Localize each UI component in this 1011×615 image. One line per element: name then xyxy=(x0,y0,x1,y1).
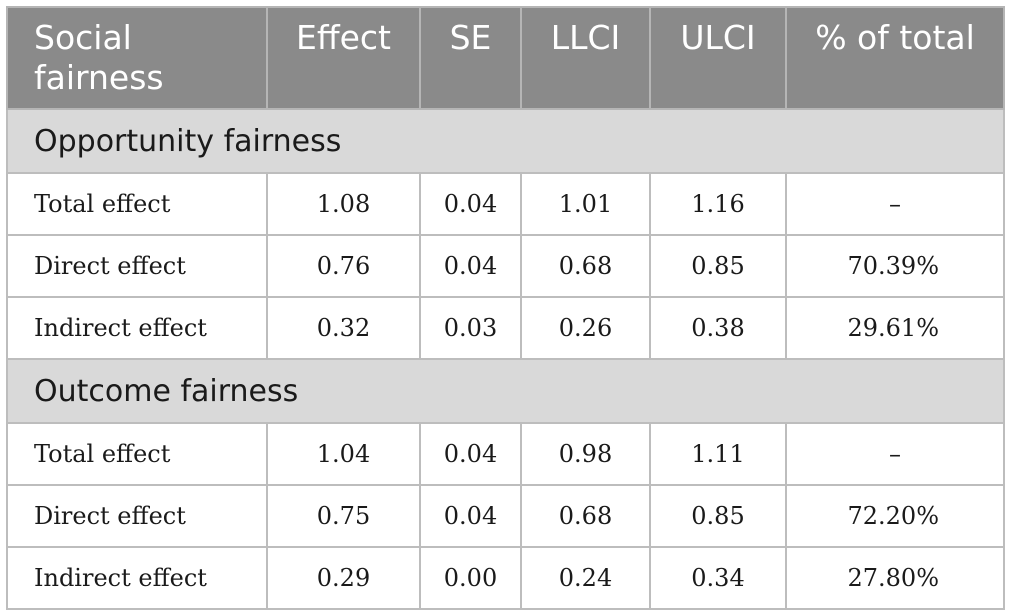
llci-cell: 0.68 xyxy=(520,484,651,548)
effect-cell: 1.08 xyxy=(266,172,421,236)
pct-cell: – xyxy=(785,172,1005,236)
ulci-cell: 1.11 xyxy=(649,422,787,486)
row-label: Direct effect xyxy=(6,484,268,548)
llci-cell: 0.98 xyxy=(520,422,651,486)
pct-cell: 29.61% xyxy=(785,296,1005,360)
effect-cell: 1.04 xyxy=(266,422,421,486)
table-row: Indirect effect 0.29 0.00 0.24 0.34 27.8… xyxy=(6,546,1005,610)
header-se: SE xyxy=(419,6,522,110)
llci-cell: 0.68 xyxy=(520,234,651,298)
effect-cell: 0.75 xyxy=(266,484,421,548)
table-row: Direct effect 0.75 0.04 0.68 0.85 72.20% xyxy=(6,484,1005,548)
se-cell: 0.03 xyxy=(419,296,522,360)
llci-cell: 0.26 xyxy=(520,296,651,360)
header-social-fairness: Social fairness xyxy=(6,6,268,110)
pct-cell: – xyxy=(785,422,1005,486)
se-cell: 0.00 xyxy=(419,546,522,610)
se-cell: 0.04 xyxy=(419,172,522,236)
table-row: Total effect 1.04 0.04 0.98 1.11 – xyxy=(6,422,1005,486)
se-cell: 0.04 xyxy=(419,422,522,486)
se-cell: 0.04 xyxy=(419,234,522,298)
effect-cell: 0.76 xyxy=(266,234,421,298)
ulci-cell: 0.38 xyxy=(649,296,787,360)
pct-cell: 27.80% xyxy=(785,546,1005,610)
ulci-cell: 0.34 xyxy=(649,546,787,610)
table-row: Total effect 1.08 0.04 1.01 1.16 – xyxy=(6,172,1005,236)
section-row-opportunity: Opportunity fairness xyxy=(6,108,1005,174)
pct-cell: 70.39% xyxy=(785,234,1005,298)
row-label: Indirect effect xyxy=(6,296,268,360)
pct-cell: 72.20% xyxy=(785,484,1005,548)
table-row: Direct effect 0.76 0.04 0.68 0.85 70.39% xyxy=(6,234,1005,298)
llci-cell: 1.01 xyxy=(520,172,651,236)
llci-cell: 0.24 xyxy=(520,546,651,610)
section-row-outcome: Outcome fairness xyxy=(6,358,1005,424)
header-pct-of-total: % of total xyxy=(785,6,1005,110)
section-title: Opportunity fairness xyxy=(6,108,1005,174)
section-title: Outcome fairness xyxy=(6,358,1005,424)
ulci-cell: 0.85 xyxy=(649,234,787,298)
mediation-effects-table: Social fairness Effect SE LLCI ULCI % of… xyxy=(6,6,1005,610)
header-effect: Effect xyxy=(266,6,421,110)
header-row: Social fairness Effect SE LLCI ULCI % of… xyxy=(6,6,1005,110)
row-label: Indirect effect xyxy=(6,546,268,610)
ulci-cell: 1.16 xyxy=(649,172,787,236)
row-label: Total effect xyxy=(6,172,268,236)
ulci-cell: 0.85 xyxy=(649,484,787,548)
effect-cell: 0.29 xyxy=(266,546,421,610)
se-cell: 0.04 xyxy=(419,484,522,548)
header-llci: LLCI xyxy=(520,6,651,110)
header-ulci: ULCI xyxy=(649,6,787,110)
row-label: Total effect xyxy=(6,422,268,486)
row-label: Direct effect xyxy=(6,234,268,298)
table-row: Indirect effect 0.32 0.03 0.26 0.38 29.6… xyxy=(6,296,1005,360)
effect-cell: 0.32 xyxy=(266,296,421,360)
